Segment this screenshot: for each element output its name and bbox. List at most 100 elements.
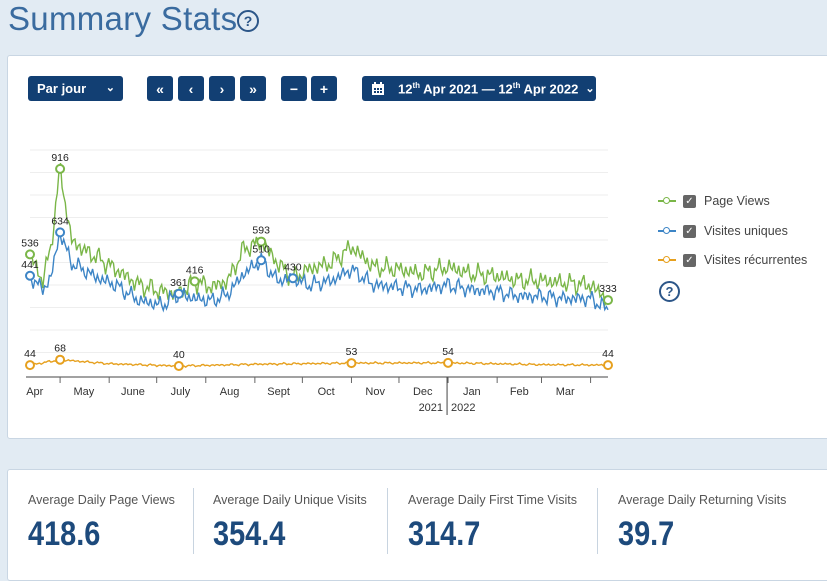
data-point xyxy=(173,288,184,299)
legend-label: Page Views xyxy=(704,194,770,208)
year-label: 2022 xyxy=(451,402,475,414)
data-label: 361 xyxy=(170,277,188,289)
data-label: 54 xyxy=(442,346,454,358)
data-point xyxy=(346,358,357,369)
data-label: 430 xyxy=(284,261,302,273)
x-tick-label: Aug xyxy=(220,386,240,398)
series-line-page-views xyxy=(29,162,609,308)
zoom-out-button[interactable]: − xyxy=(281,76,307,101)
checkbox-visites-recurrentes[interactable]: ✓ xyxy=(683,253,696,267)
series-line-visites-uniques xyxy=(29,233,609,313)
chart-card xyxy=(7,55,827,439)
data-point xyxy=(443,357,454,368)
data-label: 593 xyxy=(252,225,270,237)
chevron-right-icon: › xyxy=(219,80,225,97)
stat-label: Average Daily Unique Visits xyxy=(213,493,367,507)
next-button[interactable]: › xyxy=(209,76,235,101)
checkbox-page-views[interactable]: ✓ xyxy=(683,194,696,208)
data-point xyxy=(256,236,267,247)
x-tick-label: Dec xyxy=(413,386,433,398)
data-label: 634 xyxy=(51,215,69,227)
data-label: 510 xyxy=(252,243,270,255)
divider xyxy=(597,488,598,554)
legend-label: Visites uniques xyxy=(704,224,788,238)
data-label: 441 xyxy=(21,259,39,271)
stat-value: 354.4 xyxy=(213,515,286,553)
prev-button[interactable]: ‹ xyxy=(178,76,204,101)
date-range-label: 12th Apr 2021 — 12th Apr 2022 xyxy=(398,80,579,97)
first-button[interactable]: « xyxy=(147,76,173,101)
x-tick-label: Feb xyxy=(510,386,529,398)
stat-label: Average Daily Returning Visits xyxy=(618,493,787,507)
stat-unique-visits: Average Daily Unique Visits 354.4 xyxy=(213,493,367,554)
stat-returning-visits: Average Daily Returning Visits 39.7 xyxy=(618,493,786,554)
x-tick-label: Mar xyxy=(556,386,575,398)
chevron-down-icon: ⌄ xyxy=(585,83,595,95)
data-point xyxy=(603,295,613,306)
x-tick-label: June xyxy=(121,386,145,398)
page-title: Summary Stats xyxy=(8,0,238,37)
x-tick-label: Oct xyxy=(318,386,335,398)
data-point xyxy=(287,273,298,284)
help-icon[interactable]: ? xyxy=(237,10,259,32)
data-label: 536 xyxy=(21,237,39,249)
legend-line-icon xyxy=(658,256,676,263)
plus-icon: + xyxy=(319,80,329,97)
data-point xyxy=(25,360,35,371)
period-select-label: Par jour xyxy=(37,81,87,96)
legend-item-visites-recurrentes[interactable]: ✓ Visites récurrentes xyxy=(658,253,807,267)
data-label: 44 xyxy=(602,348,614,360)
data-point xyxy=(173,361,184,371)
chevron-down-icon: ⌄ xyxy=(105,82,115,94)
data-point xyxy=(25,249,35,260)
legend-item-visites-uniques[interactable]: ✓ Visites uniques xyxy=(658,224,788,238)
line-chart: Apr May June July Aug Sept Oct Nov Dec Jan Feb Mar 2… xyxy=(21,149,617,415)
x-tick-label: Jan xyxy=(463,386,481,398)
data-point xyxy=(256,255,267,266)
data-point xyxy=(55,227,66,238)
legend-label: Visites récurrentes xyxy=(704,253,808,267)
stat-label: Average Daily First Time Visits xyxy=(408,493,578,507)
stat-page-views: Average Daily Page Views 418.6 xyxy=(28,493,175,554)
stat-first-time-visits: Average Daily First Time Visits 314.7 xyxy=(408,493,577,554)
series-line-visites-recurrentes xyxy=(29,357,609,368)
stat-value: 418.6 xyxy=(28,515,101,553)
data-point xyxy=(25,270,35,281)
stats-card xyxy=(7,469,827,581)
legend-line-icon xyxy=(658,197,676,204)
data-label: 416 xyxy=(186,264,204,276)
data-label: 53 xyxy=(346,346,358,358)
stat-value: 39.7 xyxy=(618,515,675,553)
divider xyxy=(193,488,194,554)
last-button[interactable]: » xyxy=(240,76,266,101)
help-icon[interactable]: ? xyxy=(659,281,680,302)
data-point xyxy=(55,354,66,365)
chevron-left-icon: ‹ xyxy=(188,80,194,97)
calendar-icon xyxy=(372,81,384,95)
data-label: 916 xyxy=(51,152,69,164)
x-tick-label: July xyxy=(171,386,191,398)
zoom-in-button[interactable]: + xyxy=(311,76,337,101)
data-label: 44 xyxy=(24,348,36,360)
data-label: 333 xyxy=(599,283,617,295)
date-range-picker[interactable]: 12th Apr 2021 — 12th Apr 2022 ⌄ xyxy=(362,76,596,101)
minus-icon: − xyxy=(289,80,299,97)
data-point xyxy=(189,276,200,287)
double-chevron-left-icon: « xyxy=(156,80,164,97)
data-point xyxy=(55,163,66,174)
data-label: 40 xyxy=(173,349,185,361)
x-tick-label: Sept xyxy=(267,386,290,398)
data-label: 68 xyxy=(54,343,66,355)
legend-item-page-views[interactable]: ✓ Page Views xyxy=(658,194,770,208)
x-tick-label: May xyxy=(73,386,94,398)
period-select[interactable]: Par jour ⌄ xyxy=(28,76,123,101)
data-point xyxy=(603,360,613,371)
divider xyxy=(387,488,388,554)
x-tick-label: Apr xyxy=(26,386,43,398)
x-tick-label: Nov xyxy=(365,386,385,398)
checkbox-visites-uniques[interactable]: ✓ xyxy=(683,224,696,238)
double-chevron-right-icon: » xyxy=(249,80,257,97)
stat-value: 314.7 xyxy=(408,515,481,553)
year-label: 2021 xyxy=(419,402,443,414)
stat-label: Average Daily Page Views xyxy=(28,493,175,507)
